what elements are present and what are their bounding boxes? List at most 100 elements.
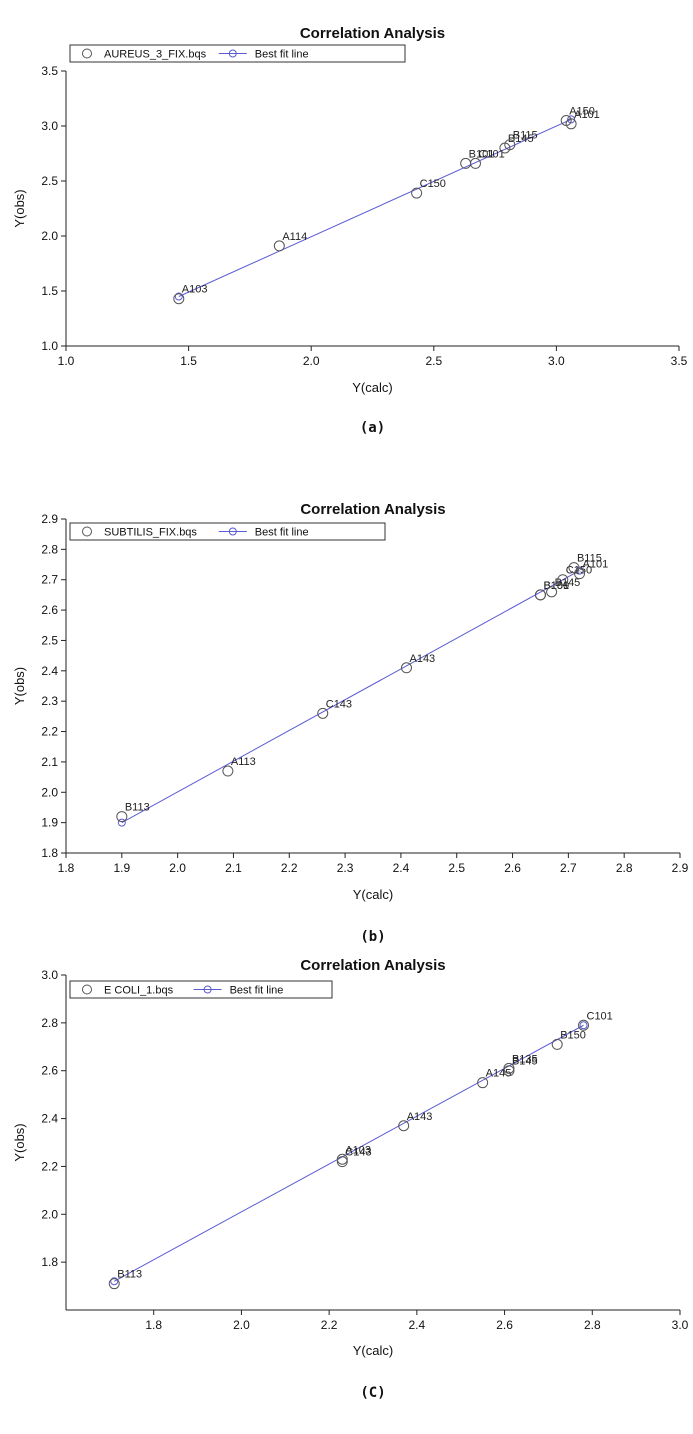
x-tick-label: 3.0 [548,354,565,368]
data-point [222,765,234,777]
data-point-label: C143 [326,698,352,710]
y-tick-label: 2.8 [41,1016,58,1030]
chart-title: Correlation Analysis [300,957,445,974]
data-point [173,293,185,305]
data-point-label: A103 [182,284,208,296]
legend-marker-icon [82,526,92,537]
data-point [534,589,546,601]
data-point [469,157,481,169]
data-point-label: B113 [117,1269,142,1281]
x-tick-label: 2.4 [409,1318,426,1332]
data-point [503,1062,515,1074]
data-point-label: C150 [420,178,446,190]
data-point-label: B150 [543,580,569,592]
data-point [108,1278,120,1290]
y-tick-label: 2.7 [41,573,58,587]
x-tick-label: 2.0 [303,354,320,368]
data-point [578,1019,590,1031]
data-point [398,1120,410,1132]
data-point-label: B115 [513,130,538,142]
x-tick-label: 1.8 [58,861,75,875]
y-tick-label: 2.2 [41,725,58,739]
data-point [504,139,516,151]
data-point [565,118,577,130]
data-point-label: B113 [125,802,150,814]
legend-marker-icon [82,984,92,995]
data-point [546,586,558,598]
data-point [477,1077,489,1089]
x-tick-label: 2.8 [584,1318,601,1332]
data-point-label: A143 [409,653,435,665]
x-tick-label: 2.3 [337,861,354,875]
x-tick-label: 2.0 [233,1318,250,1332]
fit-endpoint [579,1021,588,1030]
x-tick-label: 2.0 [169,861,186,875]
data-point [574,568,586,580]
x-tick-label: 2.5 [448,861,465,875]
x-tick-label: 2.2 [281,861,298,875]
y-tick-label: 2.3 [41,694,58,708]
data-point [336,1156,348,1168]
y-tick-label: 2.2 [41,1159,58,1173]
chart-title: Correlation Analysis [300,25,445,42]
data-point [551,1038,563,1050]
x-tick-label: 2.8 [616,861,633,875]
data-point-label: C101 [478,148,504,160]
data-point-label: B145 [555,577,581,589]
y-tick-label: 2.4 [41,664,58,678]
x-tick-label: 2.7 [560,861,577,875]
y-tick-label: 2.0 [41,1207,58,1221]
x-tick-label: 1.9 [113,861,130,875]
panel-caption: (a) [360,420,385,436]
data-point-label: A101 [583,559,609,571]
x-tick-label: 2.1 [225,861,242,875]
y-tick-label: 3.5 [41,64,58,78]
x-tick-label: 2.4 [393,861,410,875]
y-tick-label: 2.8 [41,542,58,556]
legend-series-label: AUREUS_3_FIX.bqs [104,49,207,61]
data-point-label: C101 [587,1010,613,1022]
x-tick-label: 1.5 [180,354,197,368]
legend-fit-marker-icon [203,985,212,994]
data-point [116,811,128,823]
data-point [400,662,412,674]
y-tick-label: 1.0 [41,339,58,353]
y-axis-label: Y(obs) [12,189,27,227]
legend-fit-label: Best fit line [255,527,309,539]
data-point [503,1065,515,1077]
data-point-label: A103 [345,1144,371,1156]
panel-caption: (C) [360,1385,385,1401]
y-tick-label: 2.5 [41,174,58,188]
y-tick-label: 2.6 [41,603,58,617]
data-point-label: C143 [345,1147,371,1159]
best-fit-line [121,570,580,824]
y-tick-label: 2.0 [41,229,58,243]
chart-panel-3: Correlation Analysis E COLI_1.bqs Best fit… [12,957,689,1358]
legend-fit-marker-icon [228,527,237,536]
x-tick-label: 1.8 [145,1318,162,1332]
data-point [317,707,329,719]
fit-endpoint [117,818,126,827]
legend: SUBTILIS_FIX.bqs Best fit line [69,522,386,541]
x-tick-label: 3.0 [672,1318,689,1332]
y-tick-label: 3.0 [41,968,58,982]
legend-marker-icon [82,48,92,59]
y-tick-label: 1.9 [41,816,58,830]
y-tick-label: 1.8 [41,1255,58,1269]
y-tick-label: 2.0 [41,785,58,799]
x-tick-label: 2.5 [425,354,442,368]
legend-fit-label: Best fit line [255,49,309,61]
chart-panel-2: Correlation Analysis SUBTILIS_FIX.bqs Best… [12,501,689,902]
y-axis-label: Y(obs) [12,667,27,705]
y-tick-label: 2.5 [41,633,58,647]
legend-fit-label: Best fit line [230,985,284,997]
data-point-label: B101 [469,148,495,160]
data-point-label: A150 [569,106,595,118]
x-tick-label: 3.5 [671,354,688,368]
legend: E COLI_1.bqs Best fit line [69,980,333,999]
x-tick-label: 2.6 [496,1318,513,1332]
data-point-label: B135 [512,1053,538,1065]
data-point-label: A143 [407,1111,433,1123]
data-point-label: C150 [566,565,592,577]
